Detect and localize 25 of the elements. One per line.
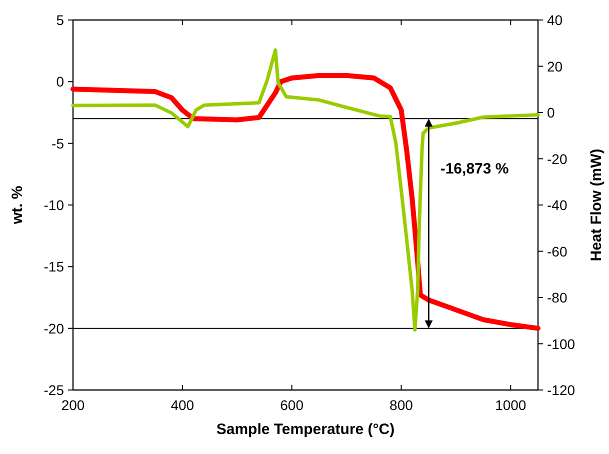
y-tick-label: 5	[56, 12, 64, 28]
y2-tick-label: -60	[547, 243, 568, 260]
y-tick-label: -20	[44, 320, 64, 336]
y2-tick-label: -20	[547, 150, 568, 167]
x-tick-label: 200	[61, 397, 85, 413]
y-tick-label: -10	[44, 197, 64, 213]
annotation: -16,873 %	[440, 160, 509, 178]
y2-tick-label: 40	[547, 12, 563, 28]
y2-tick-label: -40	[547, 197, 568, 213]
x-axis-title: Sample Temperature (°C)	[216, 421, 395, 438]
x-tick-label: 1000	[495, 397, 526, 413]
y-tick-label: 0	[56, 74, 64, 90]
y-tick-label: -5	[52, 135, 64, 152]
y-tick-label: -15	[44, 258, 64, 275]
y-tick-label: -25	[44, 382, 64, 398]
y-axis-title: wt. %	[9, 186, 26, 226]
y2-tick-label: -100	[547, 336, 576, 352]
x-tick-label: 400	[170, 397, 194, 413]
y2-tick-label: 0	[547, 104, 555, 120]
y2-tick-label: 20	[547, 58, 563, 74]
y2-axis-title: Heat Flow (mW)	[588, 148, 605, 262]
x-tick-label: 600	[280, 397, 304, 413]
x-tick-label: 800	[390, 397, 414, 413]
y2-tick-label: -80	[547, 290, 568, 306]
y2-tick-label: -120	[547, 382, 576, 398]
